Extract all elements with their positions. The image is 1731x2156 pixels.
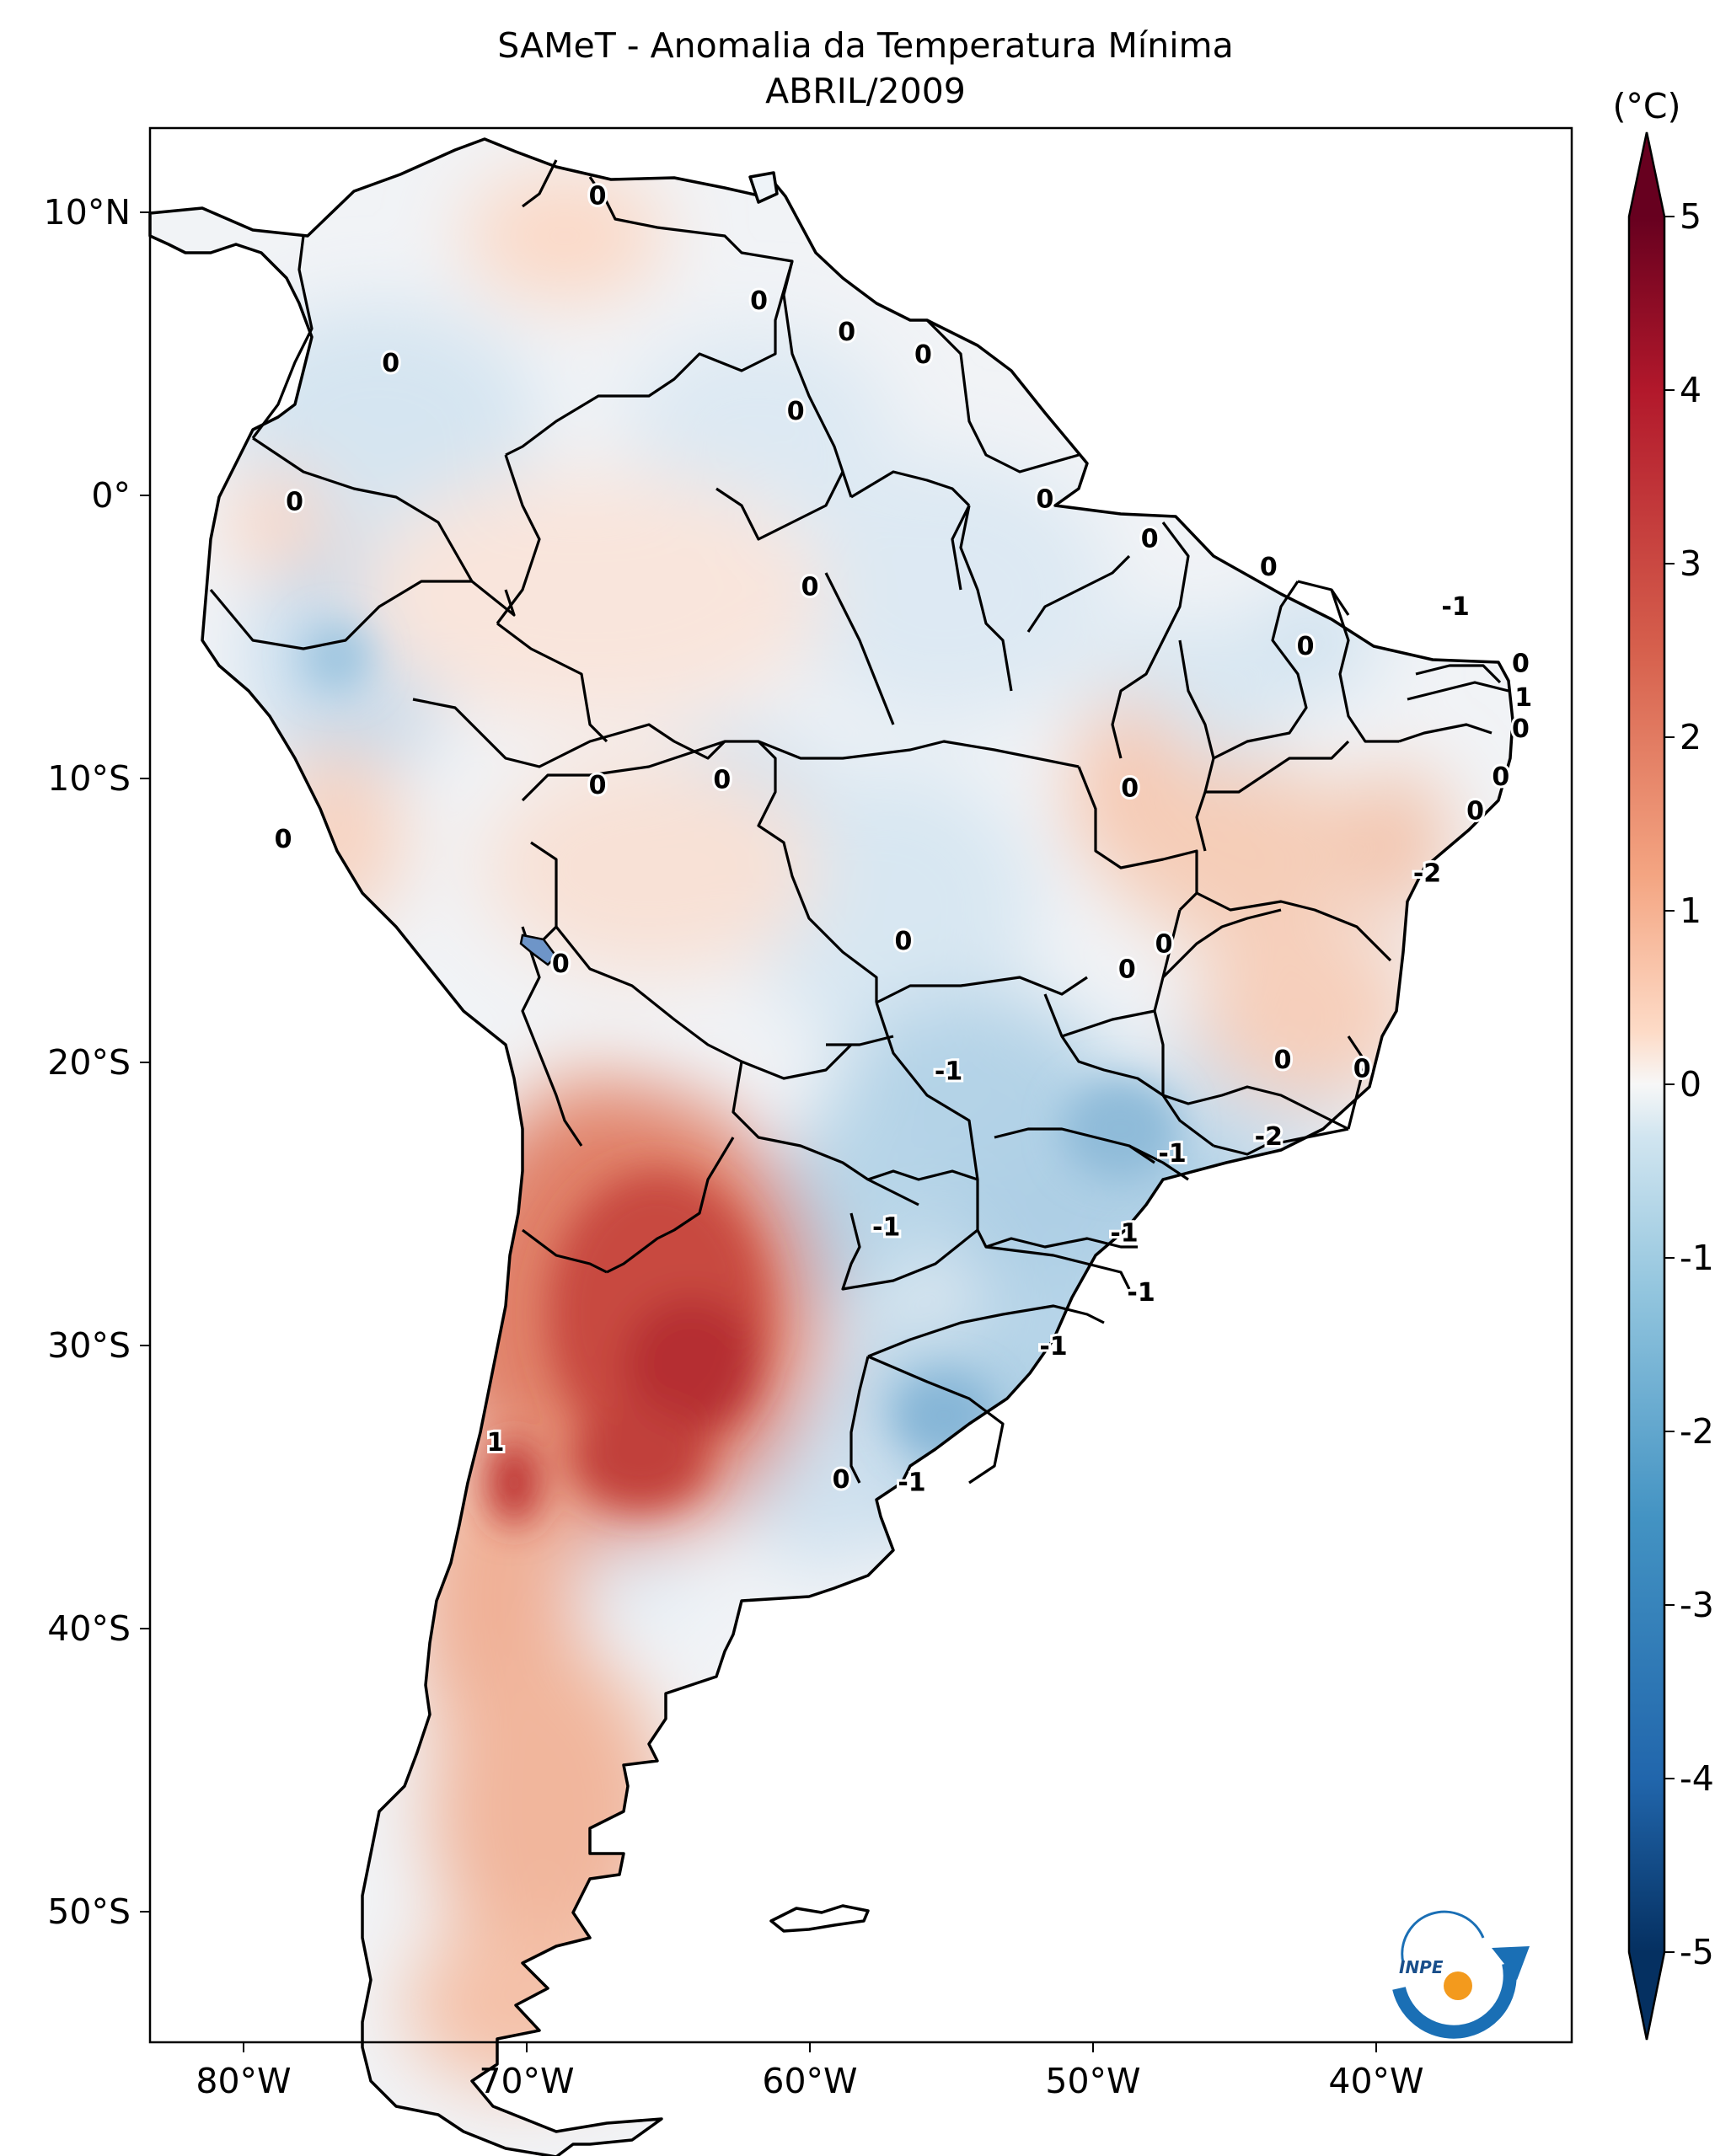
colorbar-top-extension <box>1629 132 1664 217</box>
lon-label: 40°W <box>1328 2061 1423 2101</box>
lat-tick-marks <box>140 211 150 1913</box>
logo-text: INPE <box>1399 1957 1444 1977</box>
colorbar-body <box>1629 217 1664 1952</box>
contour-label: 0 <box>1155 929 1173 959</box>
lake-titicaca <box>519 934 558 966</box>
lon-label: 60°W <box>762 2061 857 2101</box>
colorbar-tick-label: -1 <box>1680 1238 1714 1278</box>
contour-label: 0 <box>1121 773 1139 803</box>
contour-label: 0 <box>1118 955 1136 985</box>
colorbar-tick-label: -3 <box>1680 1585 1714 1625</box>
logo-orbit <box>1401 1910 1485 1964</box>
lon-label: 70°W <box>479 2061 574 2101</box>
contour-label: 0 <box>750 286 768 316</box>
lon-labels: 80°W 70°W 60°W 50°W 40°W <box>196 2061 1423 2101</box>
trinidad-island <box>748 171 779 204</box>
contour-label: 1 <box>1514 683 1532 713</box>
contour-label: 0 <box>1260 553 1278 582</box>
contour-label: 0 <box>787 397 805 426</box>
inpe-logo: INPE <box>1392 1910 1530 2039</box>
logo-arc <box>1392 1961 1517 2039</box>
lat-label: 30°S <box>47 1325 131 1366</box>
colorbar-tick-label: 4 <box>1680 370 1702 410</box>
colorbar-tick-label: 3 <box>1680 543 1702 584</box>
logo-sun <box>1444 1971 1472 2000</box>
contour-label: 0 <box>801 573 819 602</box>
colorbar-unit: (°C) <box>1612 86 1680 126</box>
map-axes-frame <box>148 126 1573 2044</box>
colorbar-tick-label: -2 <box>1680 1411 1714 1452</box>
lon-label: 50°W <box>1045 2061 1140 2101</box>
contour-label: 0 <box>914 340 932 370</box>
contour-label: 0 <box>1353 1054 1371 1083</box>
lat-label: 50°S <box>47 1891 131 1932</box>
lat-label: 10°N <box>44 192 131 233</box>
contour-label: -2 <box>1413 859 1441 888</box>
falklands-island <box>769 1904 870 1933</box>
contour-label: 0 <box>1466 796 1484 826</box>
contour-label: -1 <box>1039 1332 1067 1362</box>
colorbar-bottom-extension <box>1629 1952 1664 2040</box>
logo-arrow <box>1492 1946 1530 1980</box>
colorbar-tick-label: 2 <box>1680 717 1702 757</box>
lat-label: 10°S <box>47 758 131 799</box>
colorbar-ticks: 5 4 3 2 1 0 -1 -2 -3 -4 -5 <box>1664 196 1714 1972</box>
contour-label: 0 <box>1274 1046 1292 1075</box>
contour-label: 0 <box>838 318 855 347</box>
lat-label: 0° <box>91 475 131 516</box>
contour-label: 0 <box>1036 484 1053 514</box>
colorbar: (°C) 5 4 3 2 1 0 -1 -2 -3 -4 -5 <box>1612 86 1714 2041</box>
map-title: SAMeT - Anomalia da Temperatura Mínima <box>497 25 1234 66</box>
contour-label: 0 <box>1297 632 1315 661</box>
contour-label: 0 <box>275 825 292 854</box>
contour-label: 0 <box>1512 649 1530 678</box>
contour-label: 1 <box>487 1428 505 1458</box>
map-subtitle: ABRIL/2009 <box>765 71 966 111</box>
lat-label: 40°S <box>47 1608 131 1649</box>
contour-label: -1 <box>1441 592 1469 622</box>
contour-label: -2 <box>1255 1122 1283 1152</box>
contour-label: 0 <box>713 765 731 794</box>
lat-label: 20°S <box>47 1042 131 1083</box>
contour-label: 0 <box>1141 524 1159 554</box>
colorbar-tick-label: 0 <box>1680 1064 1702 1105</box>
contour-label: 0 <box>589 182 607 211</box>
contour-label: 0 <box>833 1465 850 1495</box>
contour-label: -1 <box>935 1057 962 1087</box>
country-borders <box>209 159 1509 1485</box>
contour-label: 0 <box>382 349 399 378</box>
colorbar-tick-label: 1 <box>1680 891 1702 931</box>
contour-label: -1 <box>898 1468 925 1497</box>
contour-label: 0 <box>589 771 607 800</box>
lat-labels: 10°N 0° 10°S 20°S 30°S 40°S 50°S <box>44 192 131 1932</box>
contour-label: -1 <box>1158 1139 1186 1169</box>
colorbar-tick-label: -5 <box>1680 1932 1714 1972</box>
lon-label: 80°W <box>196 2061 291 2101</box>
contour-label: -1 <box>872 1213 900 1243</box>
contour-label: -1 <box>1110 1218 1138 1248</box>
colorbar-tick-label: -4 <box>1680 1758 1714 1799</box>
contour-label: 0 <box>552 950 570 979</box>
contour-label: 0 <box>1492 762 1509 792</box>
contour-label: -1 <box>1127 1278 1155 1308</box>
colorbar-tick-label: 5 <box>1680 196 1702 237</box>
contour-label: 0 <box>286 488 303 517</box>
lon-tick-marks <box>243 2042 1377 2052</box>
contour-label: 0 <box>894 927 912 956</box>
contour-label: 0 <box>1512 714 1530 744</box>
